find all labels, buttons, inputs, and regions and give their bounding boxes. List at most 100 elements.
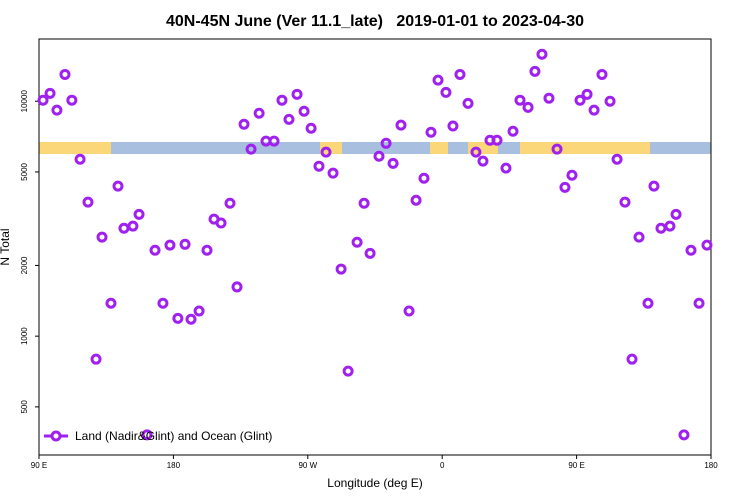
data-point xyxy=(574,94,586,106)
data-point xyxy=(425,126,437,138)
data-point xyxy=(82,196,94,208)
data-point xyxy=(543,92,555,104)
land-band xyxy=(39,142,111,154)
x-axis-label: Longitude (deg E) xyxy=(327,476,422,490)
data-point xyxy=(320,146,332,158)
data-point xyxy=(470,146,482,158)
data-point xyxy=(327,167,339,179)
data-point xyxy=(380,137,392,149)
data-point xyxy=(141,429,153,441)
data-point xyxy=(313,160,325,172)
data-point xyxy=(447,120,459,132)
data-point xyxy=(157,297,169,309)
data-point xyxy=(245,143,257,155)
land-band xyxy=(320,142,342,154)
data-point xyxy=(462,97,474,109)
surface-band xyxy=(39,142,711,154)
data-point xyxy=(127,220,139,232)
data-point xyxy=(51,104,63,116)
y-tick-label: 1000 xyxy=(20,327,29,345)
data-point xyxy=(529,65,541,77)
data-point xyxy=(364,247,376,259)
data-point xyxy=(96,231,108,243)
data-point xyxy=(633,231,645,243)
data-point xyxy=(395,119,407,131)
data-point xyxy=(74,153,86,165)
x-tick-label: 90 E xyxy=(568,461,584,470)
data-point xyxy=(477,155,489,167)
data-point xyxy=(253,107,265,119)
data-point xyxy=(224,197,236,209)
data-point xyxy=(276,94,288,106)
data-point xyxy=(305,122,317,134)
data-point xyxy=(626,353,638,365)
data-point xyxy=(358,197,370,209)
data-point xyxy=(500,162,512,174)
data-point xyxy=(44,87,56,99)
y-tick-label: 10000 xyxy=(20,90,29,113)
x-tick-label: 180 xyxy=(704,461,718,470)
x-tick-label: 90 W xyxy=(298,461,317,470)
data-point xyxy=(418,172,430,184)
data-point xyxy=(670,208,682,220)
data-point xyxy=(185,313,197,325)
data-point xyxy=(215,217,227,229)
data-point xyxy=(238,118,250,130)
data-point xyxy=(559,181,571,193)
data-point xyxy=(514,94,526,106)
data-point xyxy=(701,239,713,251)
data-point xyxy=(551,143,563,155)
data-point xyxy=(410,194,422,206)
y-tick-label: 2000 xyxy=(20,256,29,274)
x-tick-label: 180 xyxy=(167,461,181,470)
data-point xyxy=(149,244,161,256)
data-point xyxy=(291,88,303,100)
data-point xyxy=(522,101,534,113)
data-point xyxy=(454,68,466,80)
chart-title: 40N-45N June (Ver 11.1_late) 2019-01-01 … xyxy=(166,13,584,30)
data-point xyxy=(619,196,631,208)
data-point xyxy=(164,239,176,251)
data-point xyxy=(373,150,385,162)
land-band xyxy=(520,142,650,154)
data-point xyxy=(648,180,660,192)
data-point xyxy=(642,297,654,309)
x-tick-label: 90 E xyxy=(31,461,47,470)
data-point xyxy=(231,281,243,293)
data-point xyxy=(491,134,503,146)
data-point xyxy=(596,68,608,80)
data-point xyxy=(179,238,191,250)
data-point xyxy=(664,220,676,232)
data-point xyxy=(105,297,117,309)
data-point xyxy=(387,157,399,169)
data-point xyxy=(90,353,102,365)
data-point xyxy=(201,244,213,256)
data-point xyxy=(678,429,690,441)
data-point xyxy=(335,263,347,275)
y-tick-label: 500 xyxy=(20,400,29,414)
y-tick-label: 5000 xyxy=(20,162,29,180)
data-point xyxy=(588,104,600,116)
land-band xyxy=(430,142,448,154)
data-point xyxy=(133,208,145,220)
data-point xyxy=(37,94,49,106)
data-point xyxy=(403,305,415,317)
data-point xyxy=(268,135,280,147)
data-point xyxy=(59,68,71,80)
data-point xyxy=(283,113,295,125)
data-point xyxy=(693,297,705,309)
x-tick-label: 0 xyxy=(440,461,445,470)
data-point xyxy=(604,95,616,107)
legend-label: Land (Nadir&Glint) and Ocean (Glint) xyxy=(75,429,272,443)
data-point xyxy=(611,153,623,165)
data-point xyxy=(66,94,78,106)
data-point xyxy=(172,312,184,324)
data-point xyxy=(351,236,363,248)
data-point xyxy=(685,244,697,256)
data-point xyxy=(536,48,548,60)
legend-marker xyxy=(50,430,62,442)
data-point xyxy=(193,305,205,317)
